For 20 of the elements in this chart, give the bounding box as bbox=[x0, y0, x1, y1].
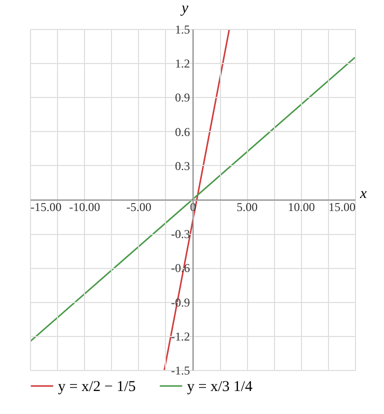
x-tick-label: 5.00 bbox=[236, 200, 258, 214]
y-tick-label: -1.2 bbox=[171, 329, 190, 344]
legend-label: y = x/3 1/4 bbox=[187, 379, 254, 395]
x-tick-label: 10.00 bbox=[288, 200, 315, 214]
y-tick-label: 0.6 bbox=[175, 124, 190, 139]
y-tick-label: 1.2 bbox=[175, 56, 190, 71]
legend-label: y = x/2 − 1/5 bbox=[58, 379, 136, 395]
y-tick-label: -0.9 bbox=[171, 295, 190, 310]
y-tick-label: 0.9 bbox=[175, 90, 190, 105]
y-tick-label: 1.5 bbox=[175, 22, 190, 36]
y-tick-label: -1.5 bbox=[171, 364, 190, 378]
x-tick-label: -15.00 bbox=[30, 200, 62, 214]
y-tick-label: -0.3 bbox=[171, 227, 190, 242]
y-tick-label: -0.6 bbox=[171, 261, 190, 276]
y-tick-label: 0.3 bbox=[175, 158, 190, 173]
x-axis-title: x bbox=[359, 186, 368, 202]
x-tick-label: -5.00 bbox=[126, 200, 152, 214]
x-tick-label: -10.00 bbox=[69, 200, 100, 214]
x-tick-label: 15.00 bbox=[328, 200, 356, 214]
y-axis-title: y bbox=[180, 0, 189, 16]
